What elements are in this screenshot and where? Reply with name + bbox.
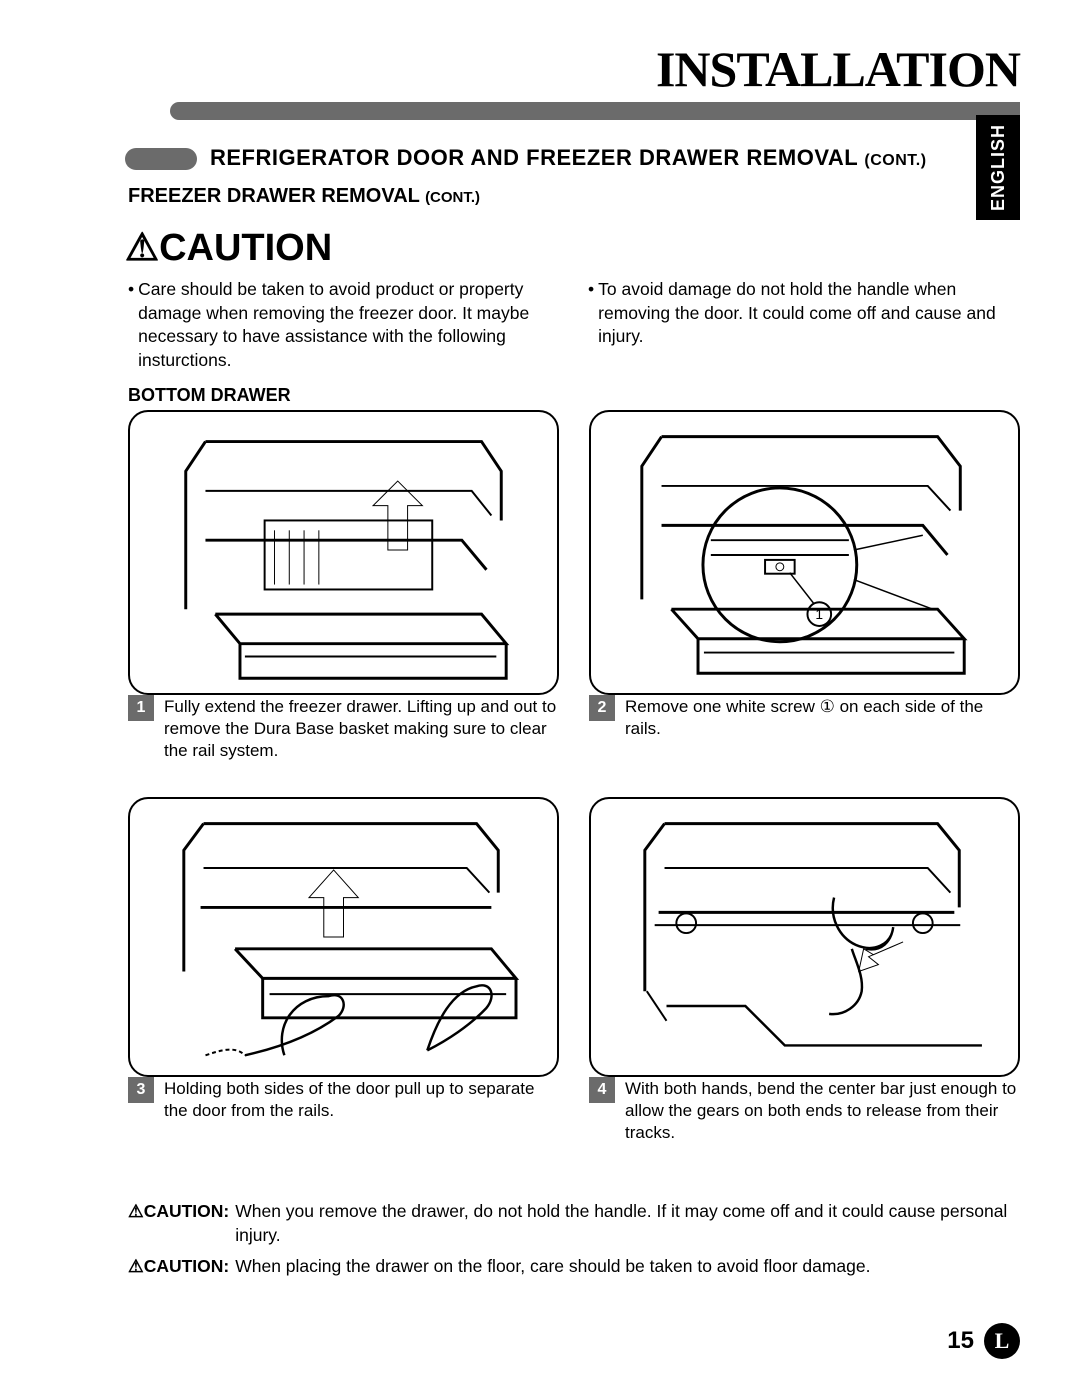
step-caption-1: 1 Fully extend the freezer drawer. Lifti… xyxy=(128,694,559,762)
bottom-caution-1-text: When you remove the drawer, do not hold … xyxy=(235,1200,1020,1247)
step-figure-4 xyxy=(589,797,1020,1077)
caution-text-left: Care should be taken to avoid product or… xyxy=(138,278,560,373)
step-panel-2: 1 2 Remove one white screw ① on each sid… xyxy=(589,410,1020,762)
bottom-caution-2-lead: ⚠CAUTION: xyxy=(128,1255,229,1279)
step-caption-3: 3 Holding both sides of the door pull up… xyxy=(128,1076,559,1122)
step-text-3: Holding both sides of the door pull up t… xyxy=(164,1076,559,1122)
bottom-cautions: ⚠CAUTION: When you remove the drawer, do… xyxy=(128,1200,1020,1287)
page-number: 15 xyxy=(947,1327,974,1355)
section-title-main: REFRIGERATOR DOOR AND FREEZER DRAWER REM… xyxy=(210,145,858,170)
caution-heading: ⚠CAUTION xyxy=(125,225,332,270)
caution-col-left: •Care should be taken to avoid product o… xyxy=(128,278,560,373)
step-figure-2: 1 xyxy=(589,410,1020,695)
bottom-caution-1-lead: ⚠CAUTION: xyxy=(128,1200,229,1247)
step-text-4: With both hands, bend the center bar jus… xyxy=(625,1076,1020,1144)
step-caption-4: 4 With both hands, bend the center bar j… xyxy=(589,1076,1020,1144)
brand-logo-icon: L xyxy=(984,1323,1020,1359)
caution-text-right: To avoid damage do not hold the handle w… xyxy=(598,278,1020,349)
caution-col-right: •To avoid damage do not hold the handle … xyxy=(588,278,1020,373)
subtitle-main: FREEZER DRAWER REMOVAL xyxy=(128,185,420,207)
step-panel-1: 1 Fully extend the freezer drawer. Lifti… xyxy=(128,410,559,762)
section-subtitle: FREEZER DRAWER REMOVAL (CONT.) xyxy=(128,185,480,208)
step-number-4: 4 xyxy=(589,1077,615,1103)
section-bullet xyxy=(125,148,197,170)
step-caption-2: 2 Remove one white screw ① on each side … xyxy=(589,694,1020,740)
language-tab-label: ENGLISH xyxy=(988,124,1009,211)
svg-text:1: 1 xyxy=(815,607,823,622)
section-title-suffix: (CONT.) xyxy=(864,152,926,169)
step-number-1: 1 xyxy=(128,695,154,721)
step-panels: 1 Fully extend the freezer drawer. Lifti… xyxy=(128,410,1020,1145)
header-divider xyxy=(170,102,1020,120)
step-figure-1 xyxy=(128,410,559,695)
page-footer: 15 L xyxy=(947,1323,1020,1359)
step-number-2: 2 xyxy=(589,695,615,721)
step-panel-4: 4 With both hands, bend the center bar j… xyxy=(589,797,1020,1144)
step-figure-3 xyxy=(128,797,559,1077)
caution-columns: •Care should be taken to avoid product o… xyxy=(128,278,1020,373)
step-text-1: Fully extend the freezer drawer. Lifting… xyxy=(164,694,559,762)
step-text-2: Remove one white screw ① on each side of… xyxy=(625,694,1020,740)
subtitle-suffix: (CONT.) xyxy=(425,189,480,206)
language-tab: ENGLISH xyxy=(976,115,1020,220)
page-header: INSTALLATION xyxy=(656,40,1020,98)
bottom-drawer-label: BOTTOM DRAWER xyxy=(128,385,291,406)
section-title: REFRIGERATOR DOOR AND FREEZER DRAWER REM… xyxy=(210,145,927,171)
step-panel-3: 3 Holding both sides of the door pull up… xyxy=(128,797,559,1144)
bottom-caution-2-text: When placing the drawer on the floor, ca… xyxy=(235,1255,1020,1279)
step-number-3: 3 xyxy=(128,1077,154,1103)
